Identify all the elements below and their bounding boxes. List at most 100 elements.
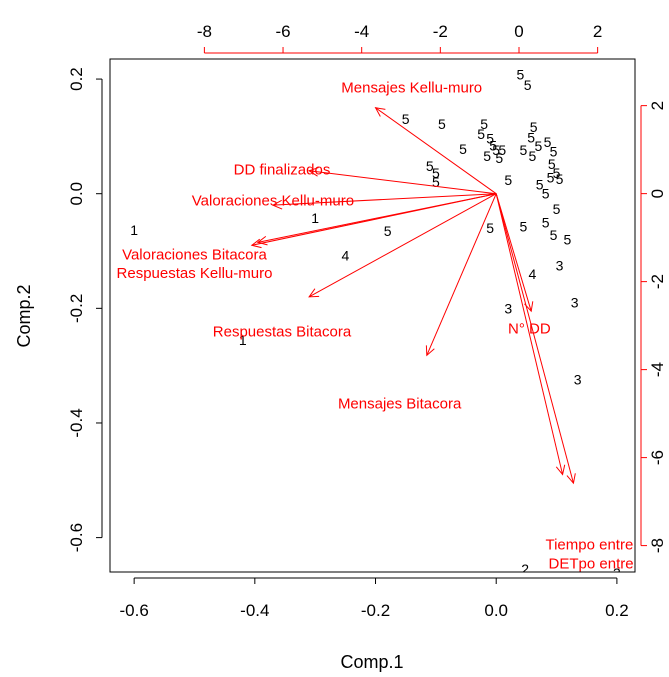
observation-label: 3 — [613, 565, 621, 581]
variable-label: Tiempo entre sesi — [545, 536, 664, 553]
right-tick-label: -4 — [648, 362, 667, 377]
variable-arrowhead — [250, 238, 262, 249]
x-axis-title: Comp.1 — [340, 652, 403, 672]
observation-label: 5 — [547, 170, 555, 186]
bottom-tick-label: -0.4 — [240, 601, 269, 620]
observation-label: 5 — [438, 116, 446, 132]
variable-arrow — [495, 193, 564, 475]
observation-label: 5 — [516, 66, 524, 82]
observation-label: 5 — [527, 130, 535, 146]
observation-label: 5 — [550, 227, 558, 243]
observation-label: 5 — [544, 134, 552, 150]
observation-label: 5 — [480, 116, 488, 132]
bottom-tick-label: 0.2 — [605, 601, 629, 620]
observation-label: 5 — [542, 214, 550, 230]
left-tick-label: 0.2 — [67, 67, 86, 91]
observation-label: 5 — [426, 158, 434, 174]
variable-arrow — [309, 170, 497, 195]
variable-label: Respuestas Kellu-muro — [117, 265, 273, 282]
right-tick-label: 0 — [648, 189, 667, 198]
left-tick-label: -0.6 — [67, 523, 86, 552]
observation-label: 4 — [529, 266, 537, 282]
observation-label: 1 — [239, 332, 247, 348]
observation-label: 5 — [432, 165, 440, 181]
plot-frame — [109, 58, 636, 573]
y-axis-title: Comp.2 — [14, 284, 34, 347]
variable-arrowhead — [566, 473, 576, 485]
observation-label: 5 — [492, 142, 500, 158]
observation-label: 3 — [574, 371, 582, 387]
variable-label: Mensajes Kellu-muro — [341, 80, 482, 97]
top-tick-label: 2 — [593, 22, 602, 41]
observation-label: 3 — [571, 295, 579, 311]
variable-arrowhead — [271, 199, 283, 210]
right-tick-label: -2 — [648, 274, 667, 289]
observation-label: 3 — [504, 300, 512, 316]
variable-label: DD finalizados — [234, 162, 331, 179]
bottom-tick-label: -0.2 — [361, 601, 390, 620]
variable-arrowhead — [256, 235, 268, 246]
top-tick-label: 0 — [514, 22, 523, 41]
variable-label: N° DD — [508, 320, 551, 337]
observation-label: 5 — [486, 131, 494, 147]
variable-label: Respuestas Bitacora — [213, 323, 352, 340]
variable-arrow — [426, 193, 497, 356]
observation-label: 5 — [536, 177, 544, 193]
left-axis: -0.6 -0.4 -0.2 0.0 0.2 — [67, 67, 103, 552]
right-tick-label: -6 — [648, 450, 667, 465]
variable-arrow — [495, 193, 574, 484]
observation-label: 5 — [384, 223, 392, 239]
observation-label: 4 — [341, 248, 349, 264]
observation-label: 5 — [553, 165, 561, 181]
top-axis: -8 -6 -4 -2 0 2 — [197, 22, 602, 54]
variable-arrow — [375, 107, 497, 195]
variable-arrows — [250, 107, 576, 485]
observation-label: 5 — [486, 220, 494, 236]
right-tick-label: 2 — [648, 101, 667, 110]
observation-label: 5 — [498, 142, 506, 158]
variable-arrowhead — [307, 167, 319, 177]
left-tick-label: -0.4 — [67, 408, 86, 437]
observation-label: 5 — [524, 77, 532, 93]
variable-arrow — [495, 193, 532, 312]
variable-labels: Mensajes Kellu-muro DD finalizados Valorac… — [117, 80, 664, 572]
left-tick-label: 0.0 — [67, 182, 86, 206]
observation-label: 5 — [489, 138, 497, 154]
observation-label: 5 — [548, 156, 556, 172]
observation-label: 5 — [529, 148, 537, 164]
observation-label: 5 — [542, 186, 550, 202]
observation-label: 5 — [477, 126, 485, 142]
observation-label: 5 — [564, 232, 572, 248]
observation-label: 3 — [556, 257, 564, 273]
observation-label: 5 — [556, 171, 564, 187]
observation-label: 5 — [519, 142, 527, 158]
observation-label: 2 — [521, 561, 529, 577]
top-tick-label: -4 — [354, 22, 369, 41]
bottom-tick-label: -0.6 — [119, 601, 148, 620]
bottom-axis: -0.6 -0.4 -0.2 0.0 0.2 — [119, 577, 629, 620]
observation-label: 5 — [553, 201, 561, 217]
variable-arrow — [308, 193, 497, 298]
variable-arrowhead — [425, 345, 435, 357]
top-tick-label: -2 — [433, 22, 448, 41]
observation-label: 5 — [459, 141, 467, 157]
observation-label: 1 — [130, 222, 138, 238]
observation-label: 5 — [402, 111, 410, 127]
observation-label: 5 — [483, 148, 491, 164]
top-tick-label: -6 — [275, 22, 290, 41]
right-axis: 2 0 -2 -4 -6 -8 — [640, 101, 667, 553]
observation-label: 5 — [535, 138, 543, 154]
observation-label: 5 — [550, 143, 558, 159]
right-tick-label: -8 — [648, 538, 667, 553]
variable-arrowhead — [374, 107, 386, 117]
observation-label: 1 — [311, 210, 319, 226]
variable-label: Valoraciones Kellu-muro — [192, 193, 354, 210]
variable-arrowhead — [555, 464, 566, 476]
top-tick-label: -8 — [197, 22, 212, 41]
bottom-tick-label: 0.0 — [484, 601, 508, 620]
observation-label: 5 — [504, 172, 512, 188]
observation-label: 5 — [519, 218, 527, 234]
variable-arrowhead — [308, 288, 320, 298]
